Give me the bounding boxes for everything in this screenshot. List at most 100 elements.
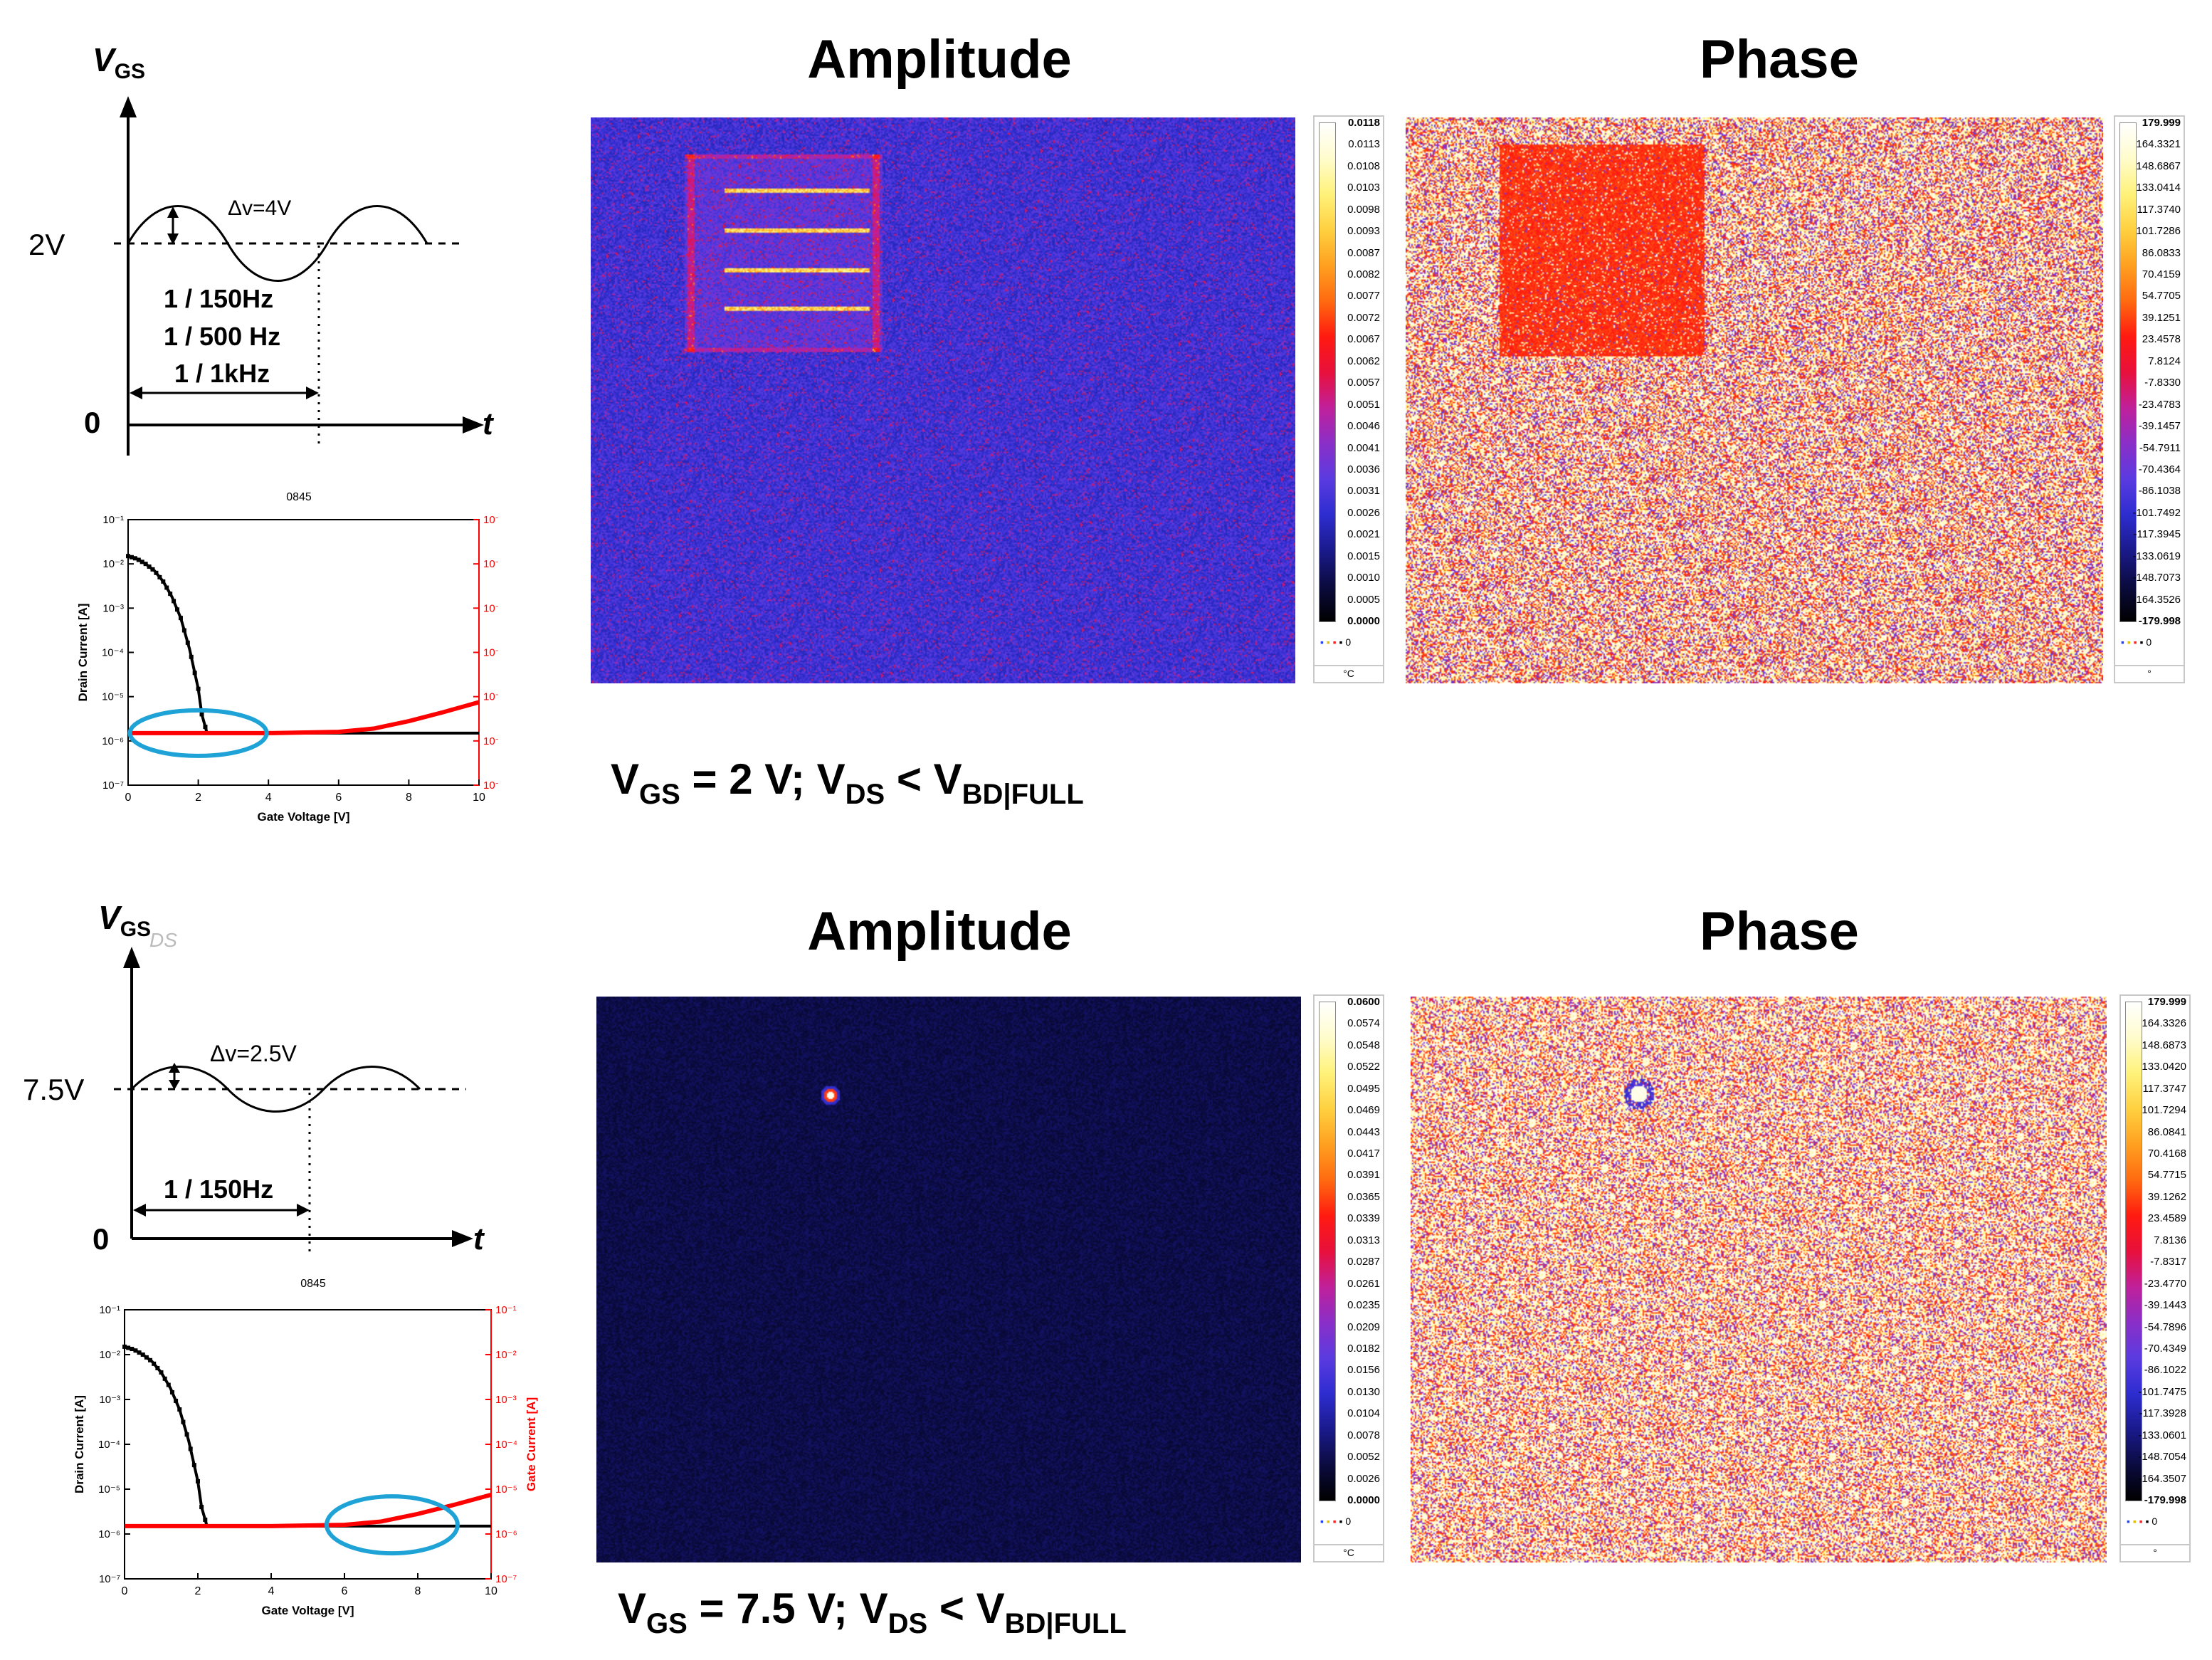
colorbar-tick: -70.4349 — [2144, 1342, 2186, 1355]
colorbar-tick: 7.8136 — [2154, 1234, 2186, 1246]
vgs-axis-label: VGS — [93, 41, 145, 83]
colorbar-tick: 0.0574 — [1347, 1017, 1380, 1030]
colorbar-mode-icons[interactable]: ▪ ▪ ▪ ▪ 0 — [1320, 636, 1352, 648]
colorbar-tick: -117.3945 — [2133, 528, 2181, 541]
colorbar-tick: 39.1262 — [2147, 1190, 2186, 1203]
colorbar-tick: 0.0051 — [1347, 398, 1380, 411]
colorbar-tick: 0.0443 — [1347, 1125, 1380, 1138]
colorbar-tick: 0.0104 — [1347, 1407, 1380, 1420]
drain-marker — [150, 567, 155, 572]
colorbar-tick: 0.0113 — [1348, 138, 1380, 151]
drain-marker — [161, 579, 166, 584]
colorbar-tick: 0.0000 — [1347, 1494, 1380, 1506]
y-tick-label: 10⁻⁷ — [102, 779, 124, 792]
colorbar-tick: 0.0118 — [1347, 117, 1380, 129]
colorbar-tick: 164.3321 — [2136, 138, 2181, 151]
colorbar-tick: 0.0108 — [1347, 159, 1380, 172]
x-tick-label: 4 — [265, 792, 272, 804]
colorbar-tick: 0.0391 — [1347, 1169, 1380, 1182]
period-label-1: 1 / 150Hz — [164, 1175, 273, 1204]
colorbar-tick: -70.4364 — [2138, 463, 2181, 476]
colorbar-mode-icons[interactable]: ▪ ▪ ▪ ▪ 0 — [1320, 1515, 1352, 1527]
gate-current-line — [128, 700, 480, 735]
colorbar-tick: -164.3526 — [2132, 593, 2181, 606]
colorbar-tick: 0.0235 — [1347, 1299, 1380, 1312]
y-tick-label: 10⁻⁵ — [98, 1483, 120, 1496]
colorbar-tick: 0.0082 — [1347, 268, 1380, 281]
iv-plot-top: 0845 10⁻¹ 10⁻¹ 10⁻² 10⁻² 10⁻³ 10⁻³ 10⁻⁴ 10⁻⁴ 10⁻… — [76, 491, 498, 824]
vgs-axis-label: VGS — [98, 899, 151, 941]
colorbar-tick: 0.0026 — [1347, 506, 1380, 519]
y-tick-label-right: 10⁻⁷ — [483, 779, 498, 792]
colorbar-tick: -133.0619 — [2132, 550, 2181, 562]
colorbar-tick: -148.7054 — [2138, 1451, 2186, 1464]
highlight-ellipse — [127, 708, 269, 758]
colorbar-tick: -54.7896 — [2144, 1320, 2186, 1333]
colorbar-tick: -23.4783 — [2138, 398, 2181, 411]
iv-plot-bottom: 0845 10⁻¹ 10⁻¹ 10⁻² 10⁻² 10⁻³ 10⁻³ 10⁻⁴ 10⁻⁴ 10⁻… — [73, 1278, 538, 1617]
colorbar-tick: 0.0015 — [1347, 550, 1380, 562]
drain-marker — [181, 1419, 186, 1424]
colorbar-tick: 0.0036 — [1347, 463, 1380, 476]
delta-v-label: Δv=4V — [228, 196, 291, 220]
x-tick-label: 8 — [415, 1585, 421, 1597]
colorbar-gradient — [1319, 1002, 1336, 1501]
y-tick-label: 10⁻⁶ — [102, 735, 124, 747]
drain-marker — [140, 1352, 145, 1357]
drain-marker — [175, 607, 180, 612]
y-tick-label: 10⁻⁶ — [98, 1528, 120, 1540]
x-tick-label: 8 — [406, 792, 412, 804]
drain-marker — [152, 1361, 157, 1366]
drain-marker — [203, 1517, 208, 1522]
drain-marker — [143, 562, 148, 567]
colorbar-tick: 0.0182 — [1347, 1342, 1380, 1355]
y-tick-label-right: 10⁻³ — [483, 602, 498, 614]
colorbar-tick: 0.0313 — [1347, 1234, 1380, 1246]
drain-marker — [196, 686, 201, 691]
drain-marker — [184, 1432, 189, 1437]
period-label-3: 1 / 1kHz — [174, 359, 270, 388]
colorbar-tick: 54.7705 — [2142, 290, 2181, 303]
drain-marker — [188, 1446, 193, 1451]
x-tick-label: 10 — [485, 1585, 497, 1597]
colorbar-tick: 0.0548 — [1347, 1039, 1380, 1051]
colorbar-tick: -86.1022 — [2144, 1364, 2186, 1377]
drain-marker — [178, 616, 183, 621]
colorbar-tick: -179.998 — [2138, 615, 2181, 627]
colorbar-tick: 0.0103 — [1347, 182, 1380, 194]
x-axis-label: Gate Voltage [V] — [257, 810, 349, 824]
y-tick-label: 10⁻³ — [102, 602, 124, 614]
x-tick-label: 0 — [125, 792, 132, 804]
colorbar-tick: 0.0010 — [1347, 572, 1380, 584]
y-tick-label-right: 10⁻⁶ — [483, 735, 498, 747]
colorbar-tick: 148.6873 — [2142, 1039, 2186, 1051]
y-tick-label-right: 10⁻¹ — [495, 1304, 517, 1316]
drain-marker — [122, 1344, 127, 1349]
drain-marker — [137, 1350, 142, 1355]
y-tick-label: 10⁻² — [99, 1349, 120, 1361]
colorbar-tick: -133.0601 — [2138, 1429, 2186, 1441]
y-tick-label-right: 10⁻⁴ — [483, 647, 498, 659]
colorbar-tick: 0.0052 — [1347, 1451, 1380, 1464]
colorbar-unit: °C — [1315, 665, 1383, 682]
colorbar-tick: -117.3928 — [2139, 1407, 2186, 1420]
colorbar-tick: 0.0078 — [1347, 1429, 1380, 1441]
iv-plot-title: 0845 — [286, 491, 312, 503]
waveform-diagram-bottom: VGS DS t 0 7.5V Δv=2.5V 1 / 150Hz — [23, 899, 485, 1256]
drain-marker — [189, 654, 194, 659]
colorbar-mode-icons[interactable]: ▪ ▪ ▪ ▪ 0 — [2127, 1515, 2158, 1527]
drain-marker — [181, 628, 186, 633]
colorbar-unit: °C — [1315, 1544, 1383, 1561]
drain-marker — [196, 1478, 200, 1483]
drain-marker — [174, 1398, 179, 1403]
colorbar-tick: -86.1038 — [2138, 485, 2181, 498]
drain-marker — [130, 1347, 135, 1352]
colorbar-gradient — [2119, 122, 2137, 622]
y-tick-label-right: 10⁻⁵ — [483, 691, 498, 703]
colorbar-tick: 0.0072 — [1347, 311, 1380, 324]
colorbar-mode-icons[interactable]: ▪ ▪ ▪ ▪ 0 — [2121, 636, 2152, 648]
colorbar-tick: 133.0420 — [2142, 1061, 2186, 1073]
drain-marker — [136, 557, 141, 562]
drain-marker — [166, 1382, 171, 1387]
y-tick-label: 10⁻⁴ — [98, 1439, 120, 1451]
